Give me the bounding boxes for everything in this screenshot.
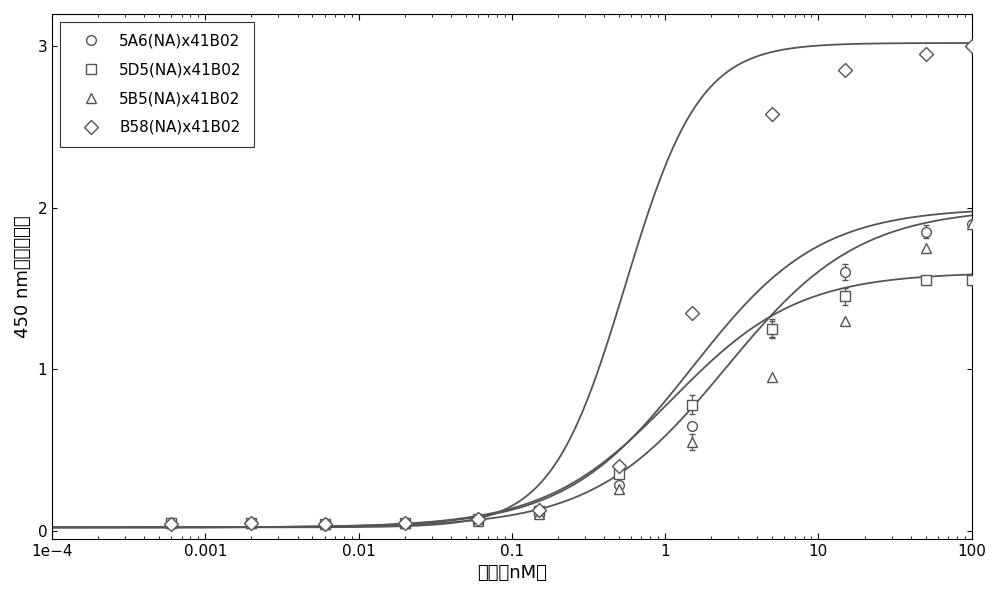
5A6(NA)x41B02 — [966, 221, 978, 228]
Line: 5D5(NA)x41B02: 5D5(NA)x41B02 — [32, 275, 977, 532]
5B5(NA)x41B02 — [686, 438, 698, 445]
5D5(NA)x41B02 — [766, 325, 778, 333]
5D5(NA)x41B02 — [165, 519, 177, 526]
B58(NA)x41B02 — [31, 524, 43, 531]
5D5(NA)x41B02 — [319, 520, 331, 527]
5A6(NA)x41B02 — [613, 482, 625, 489]
B58(NA)x41B02 — [399, 519, 411, 526]
5A6(NA)x41B02 — [399, 519, 411, 526]
5B5(NA)x41B02 — [766, 374, 778, 381]
5A6(NA)x41B02 — [686, 422, 698, 429]
B58(NA)x41B02 — [319, 520, 331, 527]
5A6(NA)x41B02 — [472, 516, 484, 523]
5B5(NA)x41B02 — [165, 519, 177, 526]
5A6(NA)x41B02 — [245, 519, 257, 526]
Line: B58(NA)x41B02: B58(NA)x41B02 — [32, 41, 977, 532]
B58(NA)x41B02 — [533, 506, 545, 513]
B58(NA)x41B02 — [920, 51, 932, 58]
5D5(NA)x41B02 — [31, 524, 43, 531]
B58(NA)x41B02 — [686, 309, 698, 316]
5A6(NA)x41B02 — [319, 520, 331, 527]
5B5(NA)x41B02 — [472, 517, 484, 524]
5D5(NA)x41B02 — [686, 401, 698, 408]
5D5(NA)x41B02 — [839, 293, 851, 300]
5D5(NA)x41B02 — [920, 277, 932, 284]
5A6(NA)x41B02 — [920, 228, 932, 235]
5D5(NA)x41B02 — [472, 516, 484, 523]
Line: 5B5(NA)x41B02: 5B5(NA)x41B02 — [32, 219, 977, 532]
5D5(NA)x41B02 — [399, 519, 411, 526]
B58(NA)x41B02 — [613, 462, 625, 470]
5A6(NA)x41B02 — [165, 519, 177, 526]
5B5(NA)x41B02 — [613, 485, 625, 492]
5B5(NA)x41B02 — [533, 511, 545, 518]
5A6(NA)x41B02 — [533, 511, 545, 518]
5B5(NA)x41B02 — [245, 519, 257, 526]
5A6(NA)x41B02 — [31, 524, 43, 531]
B58(NA)x41B02 — [245, 519, 257, 526]
5A6(NA)x41B02 — [839, 269, 851, 276]
5B5(NA)x41B02 — [399, 519, 411, 526]
5B5(NA)x41B02 — [839, 317, 851, 324]
5A6(NA)x41B02 — [766, 325, 778, 333]
5B5(NA)x41B02 — [31, 524, 43, 531]
B58(NA)x41B02 — [165, 520, 177, 527]
Y-axis label: 450 nm处的吸光度: 450 nm处的吸光度 — [14, 215, 32, 337]
X-axis label: 浓度（nM）: 浓度（nM） — [477, 564, 547, 582]
Legend: 5A6(NA)x41B02, 5D5(NA)x41B02, 5B5(NA)x41B02, B58(NA)x41B02: 5A6(NA)x41B02, 5D5(NA)x41B02, 5B5(NA)x41… — [60, 21, 254, 147]
Line: 5A6(NA)x41B02: 5A6(NA)x41B02 — [32, 219, 977, 532]
B58(NA)x41B02 — [766, 110, 778, 117]
5D5(NA)x41B02 — [613, 470, 625, 477]
B58(NA)x41B02 — [472, 516, 484, 523]
5B5(NA)x41B02 — [319, 520, 331, 527]
5B5(NA)x41B02 — [920, 244, 932, 252]
5D5(NA)x41B02 — [245, 519, 257, 526]
B58(NA)x41B02 — [839, 67, 851, 74]
B58(NA)x41B02 — [966, 42, 978, 49]
5D5(NA)x41B02 — [966, 277, 978, 284]
5B5(NA)x41B02 — [966, 221, 978, 228]
5D5(NA)x41B02 — [533, 508, 545, 515]
